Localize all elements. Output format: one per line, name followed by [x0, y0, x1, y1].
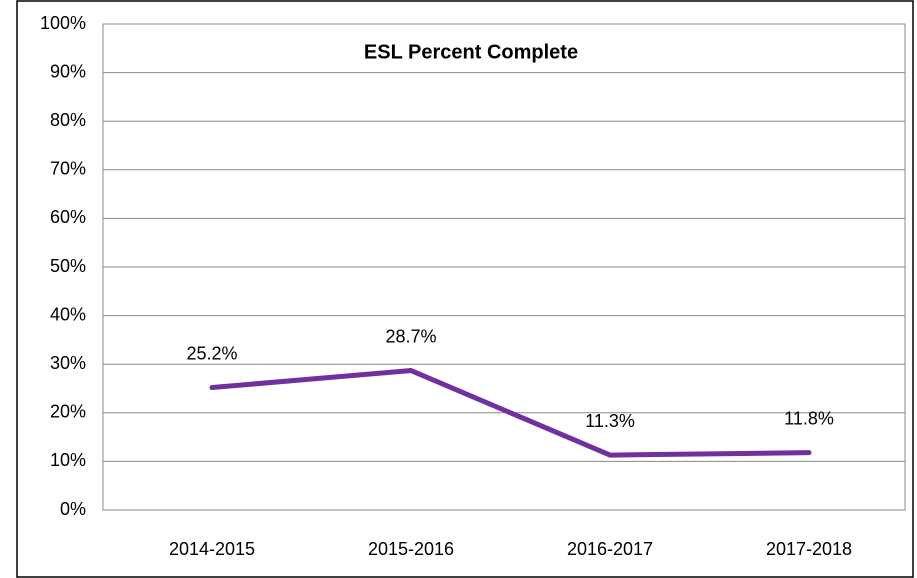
data-label: 25.2% [186, 343, 237, 363]
y-tick-label: 90% [50, 61, 86, 81]
x-tick-label: 2016-2017 [567, 539, 653, 559]
x-tick-label: 2015-2016 [368, 539, 454, 559]
chart-border [16, 0, 914, 578]
y-tick-label: 100% [40, 13, 86, 33]
y-tick-label: 80% [50, 110, 86, 130]
y-tick-label: 40% [50, 304, 86, 324]
y-tick-label: 0% [60, 499, 86, 519]
data-label: 11.8% [784, 408, 834, 428]
x-tick-label: 2017-2018 [766, 539, 852, 559]
x-tick-label: 2014-2015 [169, 539, 255, 559]
data-label: 11.3% [585, 411, 635, 431]
chart-title: ESL Percent Complete [364, 41, 578, 63]
line [209, 368, 812, 458]
data-label: 28.7% [385, 326, 436, 346]
y-tick-label: 10% [50, 450, 86, 470]
y-tick-label: 50% [50, 256, 86, 276]
y-tick-label: 30% [50, 353, 86, 373]
y-tick-label: 20% [50, 402, 86, 422]
y-tick-label: 70% [50, 159, 86, 179]
y-tick-label: 60% [50, 207, 86, 227]
